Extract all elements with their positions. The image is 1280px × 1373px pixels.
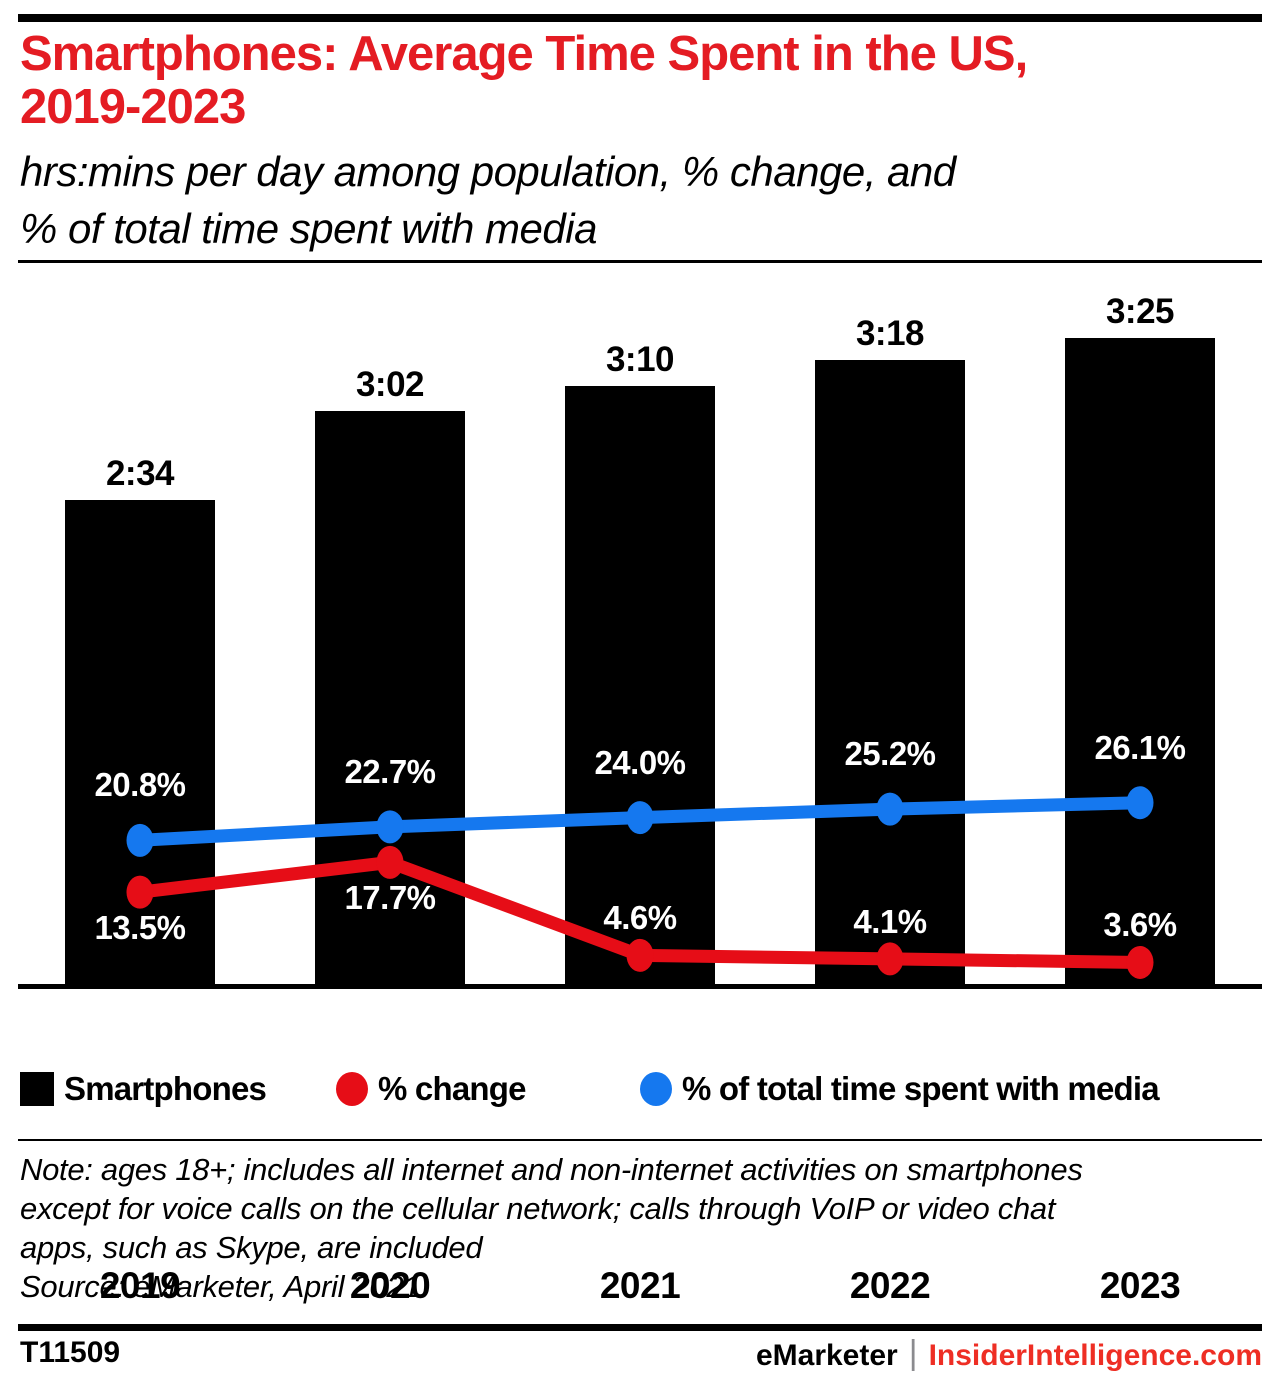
- x-axis-label-2022: 2022: [849, 1265, 931, 1306]
- bar-value-2019: 2:34: [105, 453, 175, 493]
- x-axis-label-2019: 2019: [99, 1265, 181, 1306]
- brand-separator: |: [908, 1334, 918, 1372]
- figure-id: T11509: [20, 1336, 121, 1369]
- chart-title: Smartphones: Average Time Spent in the U…: [20, 28, 1260, 134]
- pct-change-value-2022: 4.1%: [853, 902, 927, 940]
- bar-2023: [1065, 338, 1215, 986]
- bar-value-2021: 3:10: [605, 339, 675, 379]
- legend-label-pct-change: % change: [378, 1070, 526, 1107]
- pct-change-value-2023: 3.6%: [1103, 906, 1177, 944]
- top-accent-bar: [18, 14, 1262, 22]
- media-share-swatch-icon: [640, 1072, 672, 1106]
- note-divider: [18, 1139, 1262, 1141]
- legend-label-media-share: % of total time spent with media: [682, 1070, 1160, 1107]
- legend-item-pct-change: % change: [336, 1066, 526, 1112]
- media-share-value-2023: 26.1%: [1094, 728, 1186, 766]
- chart-subtitle: hrs:mins per day among population, % cha…: [20, 143, 1260, 257]
- note-line: except for voice calls on the cellular n…: [20, 1191, 1056, 1226]
- bar-value-2020: 3:02: [355, 364, 425, 404]
- legend-item-media-share: % of total time spent with media: [640, 1066, 1160, 1112]
- media-share-value-2019: 20.8%: [94, 766, 186, 804]
- x-axis-label-2023: 2023: [1099, 1265, 1181, 1306]
- pct-change-swatch-icon: [336, 1072, 368, 1106]
- bar-2021: [565, 385, 715, 986]
- media-share-value-2022: 25.2%: [844, 735, 936, 773]
- pct-change-value-2019: 13.5%: [94, 909, 186, 947]
- media-share-value-2020: 22.7%: [344, 752, 436, 790]
- bar-value-2023: 3:25: [1105, 292, 1175, 331]
- smartphones-swatch-icon: [20, 1072, 54, 1106]
- x-axis-line: [18, 984, 1262, 989]
- x-axis-label-2020: 2020: [349, 1265, 431, 1306]
- x-axis-label-2021: 2021: [599, 1265, 681, 1306]
- bar-value-2022: 3:18: [855, 314, 925, 354]
- legend-label-smartphones: Smartphones: [64, 1070, 267, 1107]
- chart-area: 2:34 2019 3:02 2020 3:10 2021 3:18 2022 3:25 2023…: [0, 270, 1280, 1306]
- footer-divider: [18, 1324, 1262, 1331]
- bar-2022: [815, 360, 965, 986]
- pct-change-value-2020: 17.7%: [344, 879, 436, 917]
- note-line: Note: ages 18+; includes all internet an…: [20, 1152, 1083, 1187]
- chart-title-line1: Smartphones: Average Time Spent in the U…: [20, 27, 1028, 81]
- chart-subtitle-line1: hrs:mins per day among population, % cha…: [20, 148, 956, 195]
- note-text: Note: ages 18+; includes all internet an…: [20, 1150, 1264, 1306]
- pct-change-value-2021: 4.6%: [603, 899, 677, 937]
- chart-title-line2: 2019-2023: [20, 80, 246, 134]
- header-divider: [18, 260, 1262, 263]
- brand-insider-intelligence: InsiderIntelligence.com: [928, 1338, 1262, 1372]
- source-line: Source: eMarketer, April 2021: [20, 1269, 421, 1304]
- brand-emarketer: eMarketer: [755, 1338, 898, 1372]
- brand-line: eMarketer | InsiderIntelligence.com: [755, 1334, 1262, 1373]
- legend-item-smartphones: Smartphones: [20, 1066, 267, 1112]
- legend: Smartphones % change % of total time spe…: [0, 1066, 1280, 1112]
- note-line: apps, such as Skype, are included: [20, 1230, 483, 1265]
- chart-subtitle-line2: % of total time spent with media: [20, 205, 597, 252]
- media-share-value-2021: 24.0%: [594, 743, 686, 781]
